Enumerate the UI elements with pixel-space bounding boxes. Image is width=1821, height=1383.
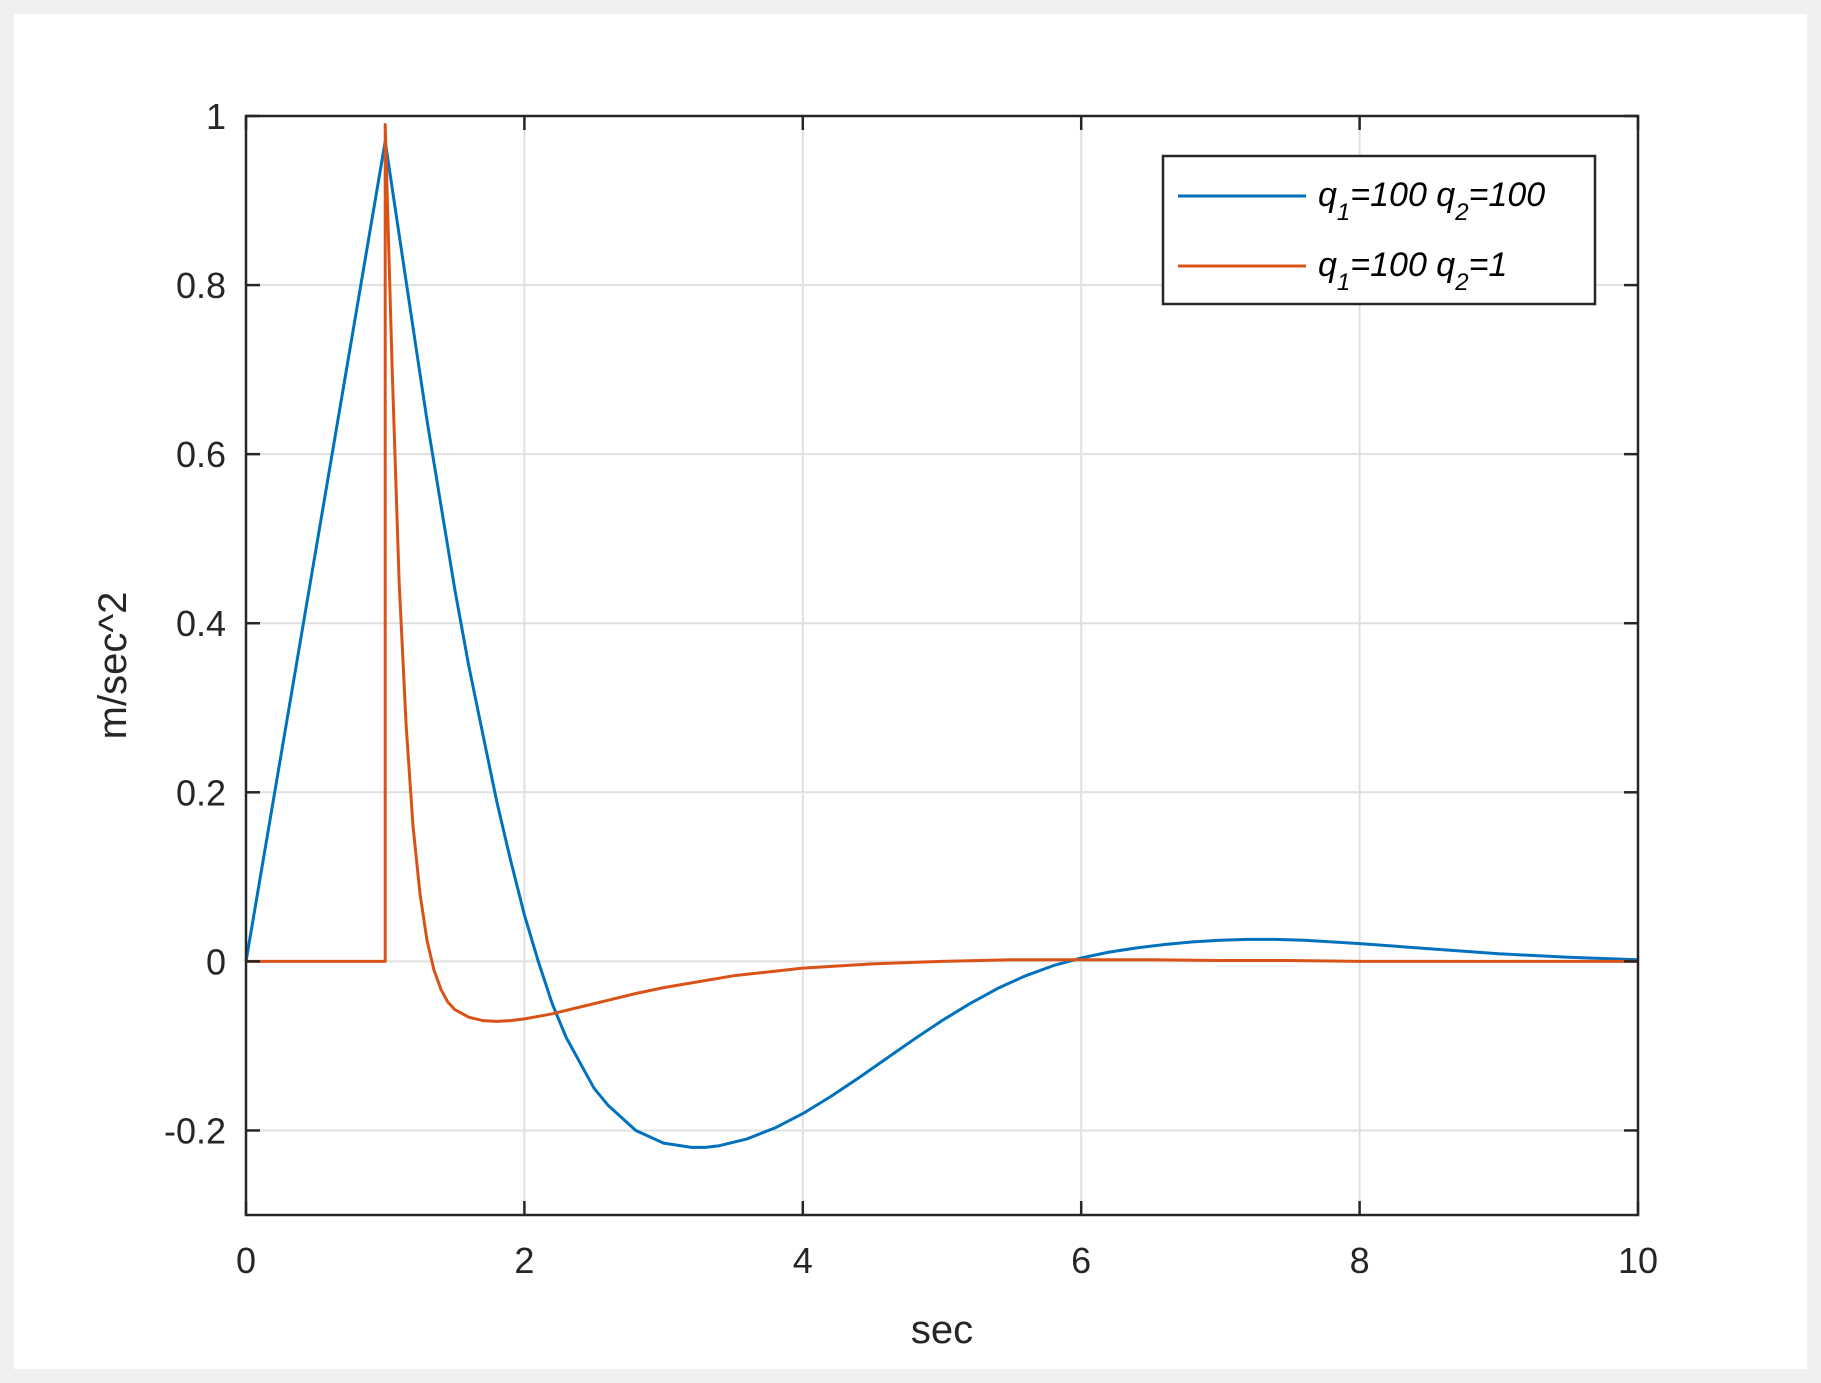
legend-subscript: 2 xyxy=(1454,199,1468,226)
x-tick-label: 0 xyxy=(236,1240,256,1281)
series-layer xyxy=(244,123,1639,1149)
legend-box xyxy=(1161,154,1597,306)
x-axis-label: sec xyxy=(911,1308,973,1352)
legend-entry-q2-1: q1=100 q2=1 xyxy=(1318,246,1507,296)
axes-box xyxy=(244,114,1640,1217)
legend-text-mid: =100 q xyxy=(1350,246,1455,284)
legend-q: q xyxy=(1318,246,1337,284)
y-tick-label: 0.2 xyxy=(176,772,226,813)
y-tick-label: 0.8 xyxy=(176,265,226,306)
legend: q1=100 q2=100 q1=100 q2=1 xyxy=(1161,154,1597,306)
x-tick-label: 10 xyxy=(1618,1240,1658,1281)
legend-text-end: =1 xyxy=(1469,246,1508,284)
legend-q: q xyxy=(1318,176,1337,214)
y-tick-label: 0.6 xyxy=(176,434,226,475)
x-tick-label: 2 xyxy=(514,1240,534,1281)
series-line-q2-100 xyxy=(244,139,1639,1149)
y-axis-label: m/sec^2 xyxy=(91,592,135,740)
x-tick-label: 8 xyxy=(1350,1240,1370,1281)
legend-entry-q2-100: q1=100 q2=100 xyxy=(1318,176,1545,226)
grid xyxy=(246,116,1638,1215)
legend-subscript: 2 xyxy=(1454,269,1468,296)
x-tick-label: 6 xyxy=(1071,1240,1091,1281)
series-line-q2-1 xyxy=(246,123,1638,1023)
y-tick-label: 0 xyxy=(206,941,226,982)
x-tick-label: 4 xyxy=(793,1240,813,1281)
legend-subscript: 1 xyxy=(1337,269,1350,296)
legend-text-mid: =100 q xyxy=(1350,176,1455,214)
ticks: 0 2 4 6 8 10 -0.2 0 0.2 0.4 0.6 0.8 1 xyxy=(164,96,1658,1281)
y-tick-label: 0.4 xyxy=(176,603,226,644)
legend-subscript: 1 xyxy=(1337,199,1350,226)
legend-text-end: =100 xyxy=(1469,176,1546,214)
y-tick-label: 1 xyxy=(206,96,226,137)
y-tick-label: -0.2 xyxy=(164,1110,226,1151)
